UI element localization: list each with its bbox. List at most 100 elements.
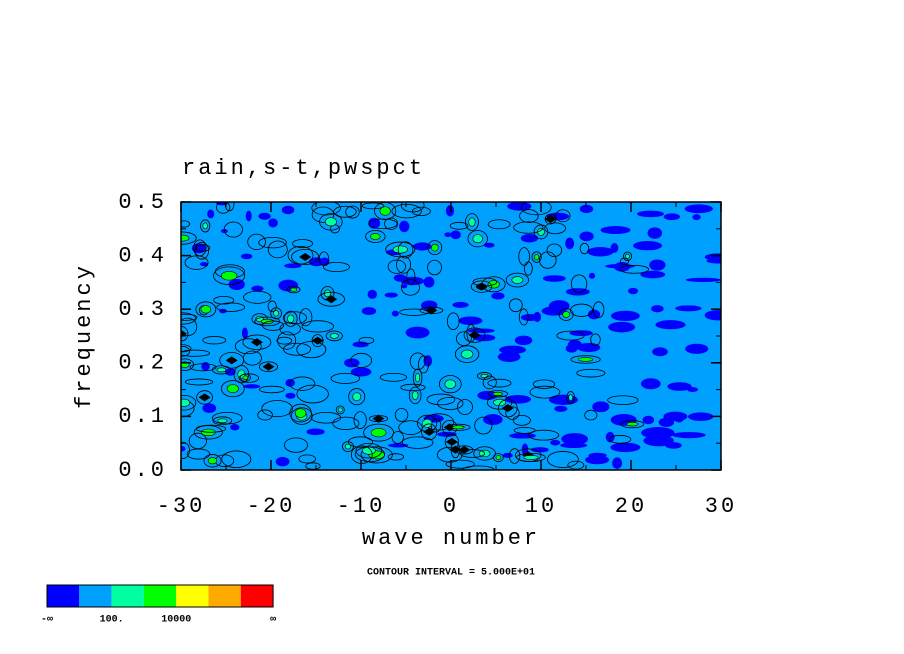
contour-line — [513, 426, 536, 434]
contour-line — [193, 425, 223, 440]
contour-line — [449, 221, 469, 230]
contour-line — [421, 423, 438, 441]
high-patch — [273, 310, 280, 317]
peak-marker — [262, 362, 275, 371]
low-patch — [610, 310, 640, 322]
contour-line — [406, 268, 416, 286]
low-patch — [600, 226, 631, 235]
contour-line — [570, 274, 588, 293]
high-patch — [202, 222, 208, 230]
low-patch — [444, 232, 452, 237]
contour-line — [317, 291, 345, 307]
peak-marker — [250, 338, 263, 347]
low-patch — [652, 347, 668, 357]
high-patch — [444, 379, 457, 389]
contour-line — [619, 265, 649, 274]
contour-line — [267, 300, 277, 313]
low-patch — [502, 452, 513, 458]
contour-line — [516, 452, 546, 462]
low-patch — [275, 456, 290, 467]
low-patch — [579, 231, 594, 242]
contour-line — [219, 352, 245, 369]
contour-line — [195, 244, 211, 252]
low-patch — [491, 292, 505, 300]
contour-line — [436, 446, 463, 463]
high-patch — [480, 373, 489, 378]
contour-line — [296, 341, 327, 359]
high-patch — [577, 357, 594, 362]
low-patch — [268, 218, 278, 228]
contour-line — [181, 442, 190, 459]
low-patch — [368, 217, 381, 229]
low-patch — [458, 316, 483, 325]
low-patch — [561, 433, 589, 445]
contour-line — [400, 279, 420, 296]
low-patch — [655, 320, 686, 330]
low-patch — [452, 301, 469, 308]
contour-line — [513, 221, 544, 234]
low-patch — [281, 205, 295, 215]
contour-line — [291, 249, 320, 265]
contour-line — [607, 395, 639, 405]
contour-line — [518, 247, 530, 266]
chart-title: rain,s-t,pwspct — [182, 156, 425, 181]
contour-line — [590, 333, 601, 346]
contour-line — [408, 386, 422, 405]
low-patch — [608, 321, 636, 333]
contour-line — [412, 368, 423, 387]
contour-line — [623, 251, 633, 262]
peak-marker — [501, 404, 514, 413]
high-patch — [324, 217, 337, 227]
contour-line — [261, 400, 293, 418]
contour-line — [620, 420, 645, 429]
low-patch — [423, 276, 435, 288]
contour-line — [322, 261, 350, 272]
low-patch — [640, 378, 661, 390]
contour-line — [319, 213, 343, 231]
low-patch — [391, 310, 399, 317]
contour-line — [418, 355, 429, 374]
contour-line — [259, 361, 278, 373]
low-patch — [509, 432, 536, 439]
contour-line — [532, 379, 556, 389]
low-patch — [361, 307, 377, 316]
contour-line — [427, 259, 442, 276]
high-patch — [207, 457, 218, 465]
contour-line — [555, 209, 571, 223]
low-patch — [577, 342, 601, 353]
peak-marker — [458, 445, 471, 454]
contour-line — [438, 375, 462, 394]
contour-line — [203, 454, 222, 468]
low-patch — [636, 210, 665, 218]
low-patch — [484, 242, 495, 248]
contour-line — [213, 266, 246, 285]
contour-line — [184, 255, 209, 270]
high-patch — [472, 234, 483, 244]
low-patch — [579, 204, 594, 214]
contour-line — [396, 255, 412, 274]
low-patch — [565, 344, 578, 353]
contour-line — [358, 336, 375, 345]
contour-note: CONTOUR INTERVAL = 5.000E+01 — [367, 568, 535, 579]
contour-line — [181, 358, 195, 371]
low-patch — [641, 427, 675, 439]
x-tick-label: 20 — [615, 494, 647, 519]
high-patch — [562, 311, 570, 318]
low-patch — [242, 384, 261, 389]
low-patch — [399, 220, 410, 233]
contour-line — [465, 213, 479, 231]
high-patch — [370, 428, 387, 438]
high-patch — [468, 217, 476, 227]
colorbar-swatch — [79, 585, 112, 607]
contour-line — [474, 416, 493, 435]
low-patch — [393, 274, 407, 282]
contour-field — [181, 202, 721, 470]
low-patch — [592, 401, 610, 413]
high-patch — [242, 375, 249, 380]
contour-line — [391, 431, 404, 444]
high-patch — [460, 349, 474, 359]
contour-line — [529, 385, 561, 399]
contour-line — [221, 450, 252, 468]
contour-line — [212, 416, 233, 426]
